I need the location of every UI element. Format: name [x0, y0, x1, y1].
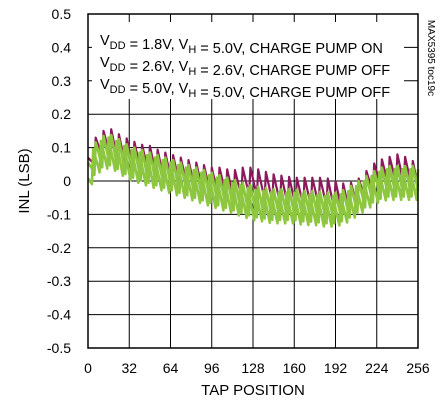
tick-labels: 0 32 64 96 128 160 192 224 256 0.5 0.4 0.3 0.2 0.1 0 -0… [47, 6, 430, 376]
y-tick-label: -0.2 [47, 240, 71, 256]
x-tick-label: 160 [283, 360, 307, 376]
y-tick-label: -0.4 [47, 307, 71, 323]
y-tick-label: 0.3 [52, 73, 72, 89]
x-axis-label: TAP POSITION [201, 382, 305, 399]
legend-background [92, 22, 404, 99]
plot-frame [87, 13, 419, 349]
legend-entry: VDD = 2.6V, VH = 2.6V, CHARGE PUMP OFF [100, 55, 390, 79]
x-tick-label: 64 [163, 360, 179, 376]
x-tick-label: 192 [324, 360, 348, 376]
x-tick-label: 0 [84, 360, 92, 376]
y-tick-label: -0.3 [47, 273, 71, 289]
legend-entry: VDD = 5.0V, VH = 5.0V, CHARGE PUMP OFF [100, 77, 390, 101]
figure-id-label: MAX5395 toc19c [425, 20, 436, 96]
y-tick-label: 0.1 [52, 140, 72, 156]
y-tick-label: 0.2 [52, 106, 72, 122]
legend-entry: VDD = 1.8V, VH = 5.0V, CHARGE PUMP ON [100, 33, 383, 57]
x-tick-label: 32 [121, 360, 137, 376]
inl-series-line [86, 136, 420, 228]
y-tick-label: 0.5 [52, 6, 72, 22]
y-axis-label: INL (LSB) [16, 148, 33, 213]
x-tick-label: 128 [241, 360, 265, 376]
legend: VDD = 1.8V, VH = 5.0V, CHARGE PUMP ONVDD… [100, 33, 390, 101]
series-layer [86, 128, 420, 228]
y-tick-label: -0.1 [47, 206, 71, 222]
x-tick-label: 96 [204, 360, 220, 376]
y-tick-label: 0.4 [52, 39, 72, 55]
y-tick-label: -0.5 [47, 340, 71, 356]
x-tick-label: 224 [365, 360, 389, 376]
x-tick-label: 256 [406, 360, 430, 376]
y-tick-label: 0 [63, 173, 71, 189]
